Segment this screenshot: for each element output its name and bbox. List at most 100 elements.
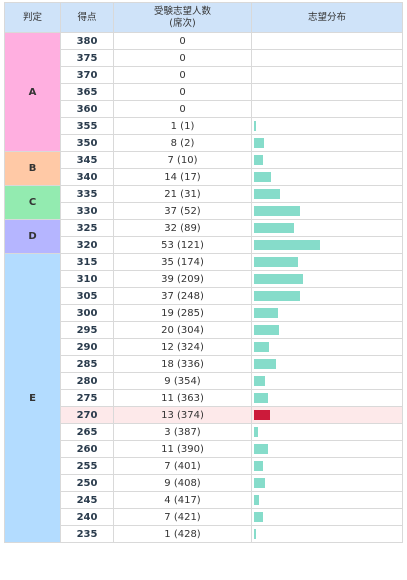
score-cell: 285	[60, 355, 114, 373]
grade-cell-B: B	[4, 151, 61, 186]
count-cell: 0	[113, 32, 252, 50]
count-cell: 12 (324)	[113, 338, 252, 356]
score-cell: 350	[60, 134, 114, 152]
distribution-bar	[254, 427, 258, 437]
header-count: 受験志望人数 (席次)	[113, 2, 252, 33]
distribution-cell	[251, 185, 403, 203]
distribution-cell	[251, 474, 403, 492]
table-row: B 345 7 (10)	[4, 151, 403, 186]
distribution-bar	[254, 529, 256, 539]
distribution-cell	[251, 100, 403, 118]
score-cell: 265	[60, 423, 114, 441]
distribution-bar	[254, 172, 271, 182]
table-row: 255 7 (401)	[5, 457, 403, 475]
table-row: 240 7 (421)	[5, 508, 403, 526]
count-cell: 0	[113, 49, 252, 67]
score-cell: 315	[60, 253, 114, 271]
score-cell: 235	[60, 525, 114, 543]
distribution-bar	[254, 189, 280, 199]
distribution-cell	[251, 355, 403, 373]
count-cell: 8 (2)	[113, 134, 252, 152]
table-row: 275 11 (363)	[5, 389, 403, 407]
count-cell: 7 (421)	[113, 508, 252, 526]
distribution-cell	[251, 151, 403, 169]
table-row: 245 4 (417)	[5, 491, 403, 509]
score-cell: 370	[60, 66, 114, 84]
header-score: 得点	[60, 2, 114, 33]
table-row: 265 3 (387)	[5, 423, 403, 441]
count-cell: 37 (52)	[113, 202, 252, 220]
distribution-bar	[254, 274, 303, 284]
table-row: A 380 0	[4, 32, 403, 152]
score-cell: 320	[60, 236, 114, 254]
distribution-cell	[251, 525, 403, 543]
distribution-cell	[251, 406, 403, 424]
table-row: 270 13 (374)	[5, 406, 403, 424]
table-row: 340 14 (17)	[5, 168, 403, 186]
count-cell: 0	[113, 66, 252, 84]
distribution-cell	[251, 83, 403, 101]
table-row: 330 37 (52)	[5, 202, 403, 220]
header-distribution: 志望分布	[251, 2, 403, 33]
distribution-cell	[251, 287, 403, 305]
score-cell: 300	[60, 304, 114, 322]
count-cell: 9 (408)	[113, 474, 252, 492]
distribution-bar	[254, 223, 294, 233]
distribution-bar	[254, 444, 268, 454]
distribution-cell	[251, 49, 403, 67]
table-row: 285 18 (336)	[5, 355, 403, 373]
table-row: 250 9 (408)	[5, 474, 403, 492]
distribution-cell	[251, 202, 403, 220]
distribution-cell	[251, 338, 403, 356]
header-count-line1: 受験志望人数	[153, 5, 211, 17]
count-cell: 32 (89)	[113, 219, 252, 237]
distribution-bar	[254, 495, 259, 505]
distribution-bar	[254, 206, 300, 216]
distribution-cell	[251, 389, 403, 407]
count-cell: 19 (285)	[113, 304, 252, 322]
score-cell: 280	[60, 372, 114, 390]
score-cell: 240	[60, 508, 114, 526]
count-cell: 0	[113, 100, 252, 118]
header-count-line2: (席次)	[169, 17, 196, 29]
score-cell: 295	[60, 321, 114, 339]
count-cell: 1 (428)	[113, 525, 252, 543]
table-row: 360 0	[5, 100, 403, 118]
score-cell: 270	[60, 406, 114, 424]
score-cell: 305	[60, 287, 114, 305]
score-distribution-table: 判定 得点 受験志望人数 (席次) 志望分布 A 380 0 375 0 370 0 365 0…	[4, 2, 403, 543]
table-row: 260 11 (390)	[5, 440, 403, 458]
distribution-bar	[254, 155, 263, 165]
distribution-cell	[251, 117, 403, 135]
grade-cell-C: C	[4, 185, 61, 220]
table-row: 365 0	[5, 83, 403, 101]
distribution-cell	[251, 168, 403, 186]
table-row: 370 0	[5, 66, 403, 84]
distribution-cell	[251, 270, 403, 288]
count-cell: 14 (17)	[113, 168, 252, 186]
distribution-bar	[254, 512, 263, 522]
table-row: 310 39 (209)	[5, 270, 403, 288]
distribution-bar	[254, 376, 265, 386]
count-cell: 35 (174)	[113, 253, 252, 271]
table-row: E 315 35 (174)	[4, 253, 403, 543]
score-cell: 310	[60, 270, 114, 288]
table-row: 375 0	[5, 49, 403, 67]
distribution-bar	[254, 461, 263, 471]
distribution-cell	[251, 440, 403, 458]
distribution-bar	[254, 393, 268, 403]
table-row: 350 8 (2)	[5, 134, 403, 152]
score-cell: 355	[60, 117, 114, 135]
count-cell: 20 (304)	[113, 321, 252, 339]
table-row: 290 12 (324)	[5, 338, 403, 356]
table-row: 235 1 (428)	[5, 525, 403, 543]
distribution-bar	[254, 121, 256, 131]
count-cell: 4 (417)	[113, 491, 252, 509]
distribution-bar	[254, 257, 298, 267]
count-cell: 53 (121)	[113, 236, 252, 254]
table-row: 295 20 (304)	[5, 321, 403, 339]
score-cell: 335	[60, 185, 114, 203]
score-cell: 250	[60, 474, 114, 492]
distribution-bar	[254, 308, 278, 318]
